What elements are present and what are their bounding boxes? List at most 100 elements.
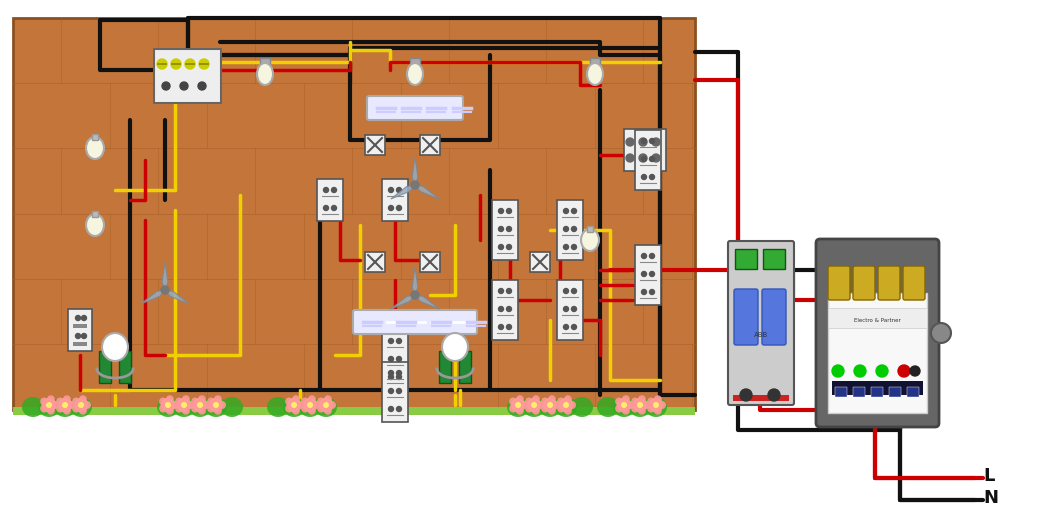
- Circle shape: [397, 370, 401, 376]
- Circle shape: [40, 397, 49, 405]
- Circle shape: [498, 245, 504, 249]
- Circle shape: [209, 398, 223, 412]
- Circle shape: [568, 401, 576, 409]
- Bar: [13, 18, 695, 410]
- Circle shape: [564, 227, 568, 231]
- Circle shape: [388, 188, 394, 192]
- Circle shape: [622, 407, 630, 415]
- Circle shape: [213, 402, 219, 408]
- Ellipse shape: [597, 397, 619, 417]
- Ellipse shape: [70, 397, 92, 417]
- Circle shape: [910, 366, 920, 376]
- FancyBboxPatch shape: [367, 96, 463, 120]
- Circle shape: [324, 188, 328, 192]
- FancyBboxPatch shape: [382, 179, 408, 221]
- Circle shape: [650, 174, 655, 180]
- FancyBboxPatch shape: [624, 129, 665, 171]
- Circle shape: [498, 209, 504, 213]
- Circle shape: [317, 397, 325, 405]
- FancyBboxPatch shape: [420, 135, 440, 155]
- Circle shape: [507, 307, 511, 311]
- Ellipse shape: [174, 397, 195, 417]
- Text: ABB: ABB: [754, 332, 768, 338]
- Polygon shape: [413, 157, 418, 185]
- Circle shape: [547, 402, 553, 408]
- Circle shape: [78, 402, 84, 408]
- Circle shape: [876, 365, 888, 377]
- Bar: [733, 395, 789, 401]
- Circle shape: [552, 401, 560, 409]
- Circle shape: [541, 405, 549, 413]
- Circle shape: [161, 286, 169, 294]
- Circle shape: [397, 375, 401, 379]
- Circle shape: [571, 209, 577, 213]
- Circle shape: [525, 397, 533, 405]
- Circle shape: [509, 397, 517, 405]
- Circle shape: [532, 407, 540, 415]
- Circle shape: [161, 398, 175, 412]
- Circle shape: [176, 397, 183, 405]
- Circle shape: [498, 288, 504, 294]
- FancyBboxPatch shape: [878, 266, 900, 300]
- Circle shape: [511, 398, 525, 412]
- Circle shape: [83, 401, 91, 409]
- Circle shape: [654, 407, 662, 415]
- Circle shape: [632, 397, 639, 405]
- Bar: [439, 351, 451, 383]
- FancyBboxPatch shape: [365, 252, 385, 272]
- Circle shape: [527, 398, 541, 412]
- Ellipse shape: [587, 63, 603, 85]
- Circle shape: [626, 138, 634, 146]
- Circle shape: [532, 395, 540, 403]
- Circle shape: [324, 407, 332, 415]
- Ellipse shape: [613, 397, 635, 417]
- Circle shape: [564, 395, 572, 403]
- Circle shape: [197, 402, 203, 408]
- Polygon shape: [141, 290, 165, 304]
- Circle shape: [639, 138, 647, 146]
- Bar: [828, 308, 927, 328]
- Circle shape: [617, 398, 631, 412]
- Circle shape: [170, 401, 178, 409]
- Circle shape: [45, 402, 52, 408]
- Circle shape: [308, 407, 316, 415]
- Bar: [889, 387, 901, 397]
- Bar: [411, 58, 420, 66]
- Polygon shape: [162, 262, 168, 290]
- FancyBboxPatch shape: [154, 49, 221, 103]
- Circle shape: [558, 397, 565, 405]
- Circle shape: [652, 154, 660, 162]
- Circle shape: [159, 405, 167, 413]
- Circle shape: [159, 397, 167, 405]
- Circle shape: [79, 407, 87, 415]
- Bar: [92, 211, 98, 217]
- Circle shape: [42, 398, 56, 412]
- Circle shape: [564, 288, 568, 294]
- Circle shape: [507, 209, 511, 213]
- Circle shape: [67, 401, 75, 409]
- Circle shape: [548, 407, 555, 415]
- Circle shape: [292, 395, 299, 403]
- Circle shape: [498, 325, 504, 329]
- Circle shape: [740, 389, 752, 401]
- Circle shape: [180, 82, 188, 90]
- Bar: [828, 293, 927, 413]
- FancyBboxPatch shape: [492, 280, 518, 340]
- Text: L: L: [983, 467, 995, 485]
- Circle shape: [286, 405, 293, 413]
- Circle shape: [176, 405, 183, 413]
- Ellipse shape: [315, 397, 338, 417]
- Circle shape: [397, 406, 401, 412]
- Circle shape: [647, 405, 655, 413]
- Polygon shape: [413, 267, 418, 295]
- Circle shape: [632, 405, 639, 413]
- Circle shape: [650, 289, 655, 295]
- Circle shape: [328, 401, 336, 409]
- FancyBboxPatch shape: [557, 280, 583, 340]
- Ellipse shape: [205, 397, 227, 417]
- Bar: [459, 351, 471, 383]
- Circle shape: [324, 206, 328, 210]
- Circle shape: [563, 402, 569, 408]
- Circle shape: [324, 395, 332, 403]
- Circle shape: [639, 154, 647, 162]
